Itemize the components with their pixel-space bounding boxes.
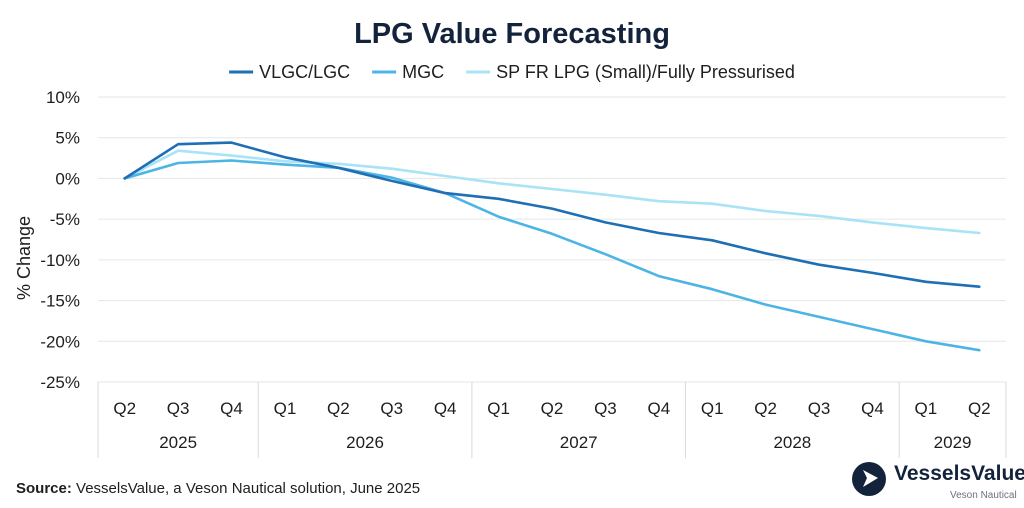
x-tick-label: Q3	[808, 399, 831, 418]
x-tick-label: Q4	[861, 399, 884, 418]
x-tick-label: Q4	[434, 399, 457, 418]
year-label: 2026	[346, 433, 384, 452]
x-tick-label: Q2	[327, 399, 350, 418]
grid	[98, 96, 1006, 383]
legend: VLGC/LGC MGC SP FR LPG (Small)/Fully Press…	[229, 62, 795, 82]
y-tick-label: -15%	[40, 292, 80, 311]
x-tick-label: Q1	[274, 399, 297, 418]
y-axis: 10% 5% 0% -5% -10% -15% -20% -25%	[40, 88, 80, 392]
x-tick-label: Q1	[915, 399, 938, 418]
y-tick-label: 10%	[46, 88, 80, 107]
year-label: 2028	[773, 433, 811, 452]
legend-label: VLGC/LGC	[259, 62, 350, 82]
series-line	[123, 149, 981, 235]
source-text: VesselsValue, a Veson Nautical solution,…	[76, 480, 421, 497]
year-label: 2029	[934, 433, 972, 452]
legend-label: MGC	[402, 62, 444, 82]
year-label: 2027	[560, 433, 598, 452]
x-tick-label: Q2	[968, 399, 991, 418]
series-line	[123, 159, 981, 352]
x-axis: Q2 Q3 Q4 Q1 Q2 Q3 Q4 Q1 Q2 Q3 Q4 Q1 Q2 Q3 Q4 Q1 Q2 2025 20…	[97, 382, 1007, 458]
x-tick-label: Q4	[220, 399, 243, 418]
y-axis-label: % Change	[14, 216, 34, 300]
legend-label: SP FR LPG (Small)/Fully Pressurised	[496, 62, 795, 82]
x-tick-label: Q2	[113, 399, 136, 418]
y-tick-label: -20%	[40, 332, 80, 351]
source-note: Source: VesselsValue, a Veson Nautical s…	[16, 480, 420, 497]
x-tick-label: Q3	[380, 399, 403, 418]
y-tick-label: 5%	[55, 129, 80, 148]
y-tick-label: -5%	[50, 210, 80, 229]
chart-title: LPG Value Forecasting	[354, 18, 670, 50]
series-line	[123, 141, 981, 289]
year-label: 2025	[159, 433, 197, 452]
x-tick-label: Q1	[701, 399, 724, 418]
logo-name: VesselsValue	[894, 462, 1024, 485]
triangle-play-icon	[852, 462, 886, 496]
y-tick-label: 0%	[55, 169, 80, 188]
x-tick-label: Q3	[167, 399, 190, 418]
y-tick-label: -10%	[40, 251, 80, 270]
x-tick-label: Q1	[487, 399, 510, 418]
vesselsvalue-logo: VesselsValue Veson Nautical	[852, 459, 1024, 505]
x-tick-label: Q2	[754, 399, 777, 418]
x-tick-label: Q2	[541, 399, 564, 418]
y-tick-label: -25%	[40, 373, 80, 392]
x-tick-label: Q3	[594, 399, 617, 418]
logo-sub: Veson Nautical	[950, 490, 1017, 501]
x-tick-label: Q4	[647, 399, 670, 418]
series	[123, 141, 981, 352]
source-label: Source:	[16, 480, 72, 497]
